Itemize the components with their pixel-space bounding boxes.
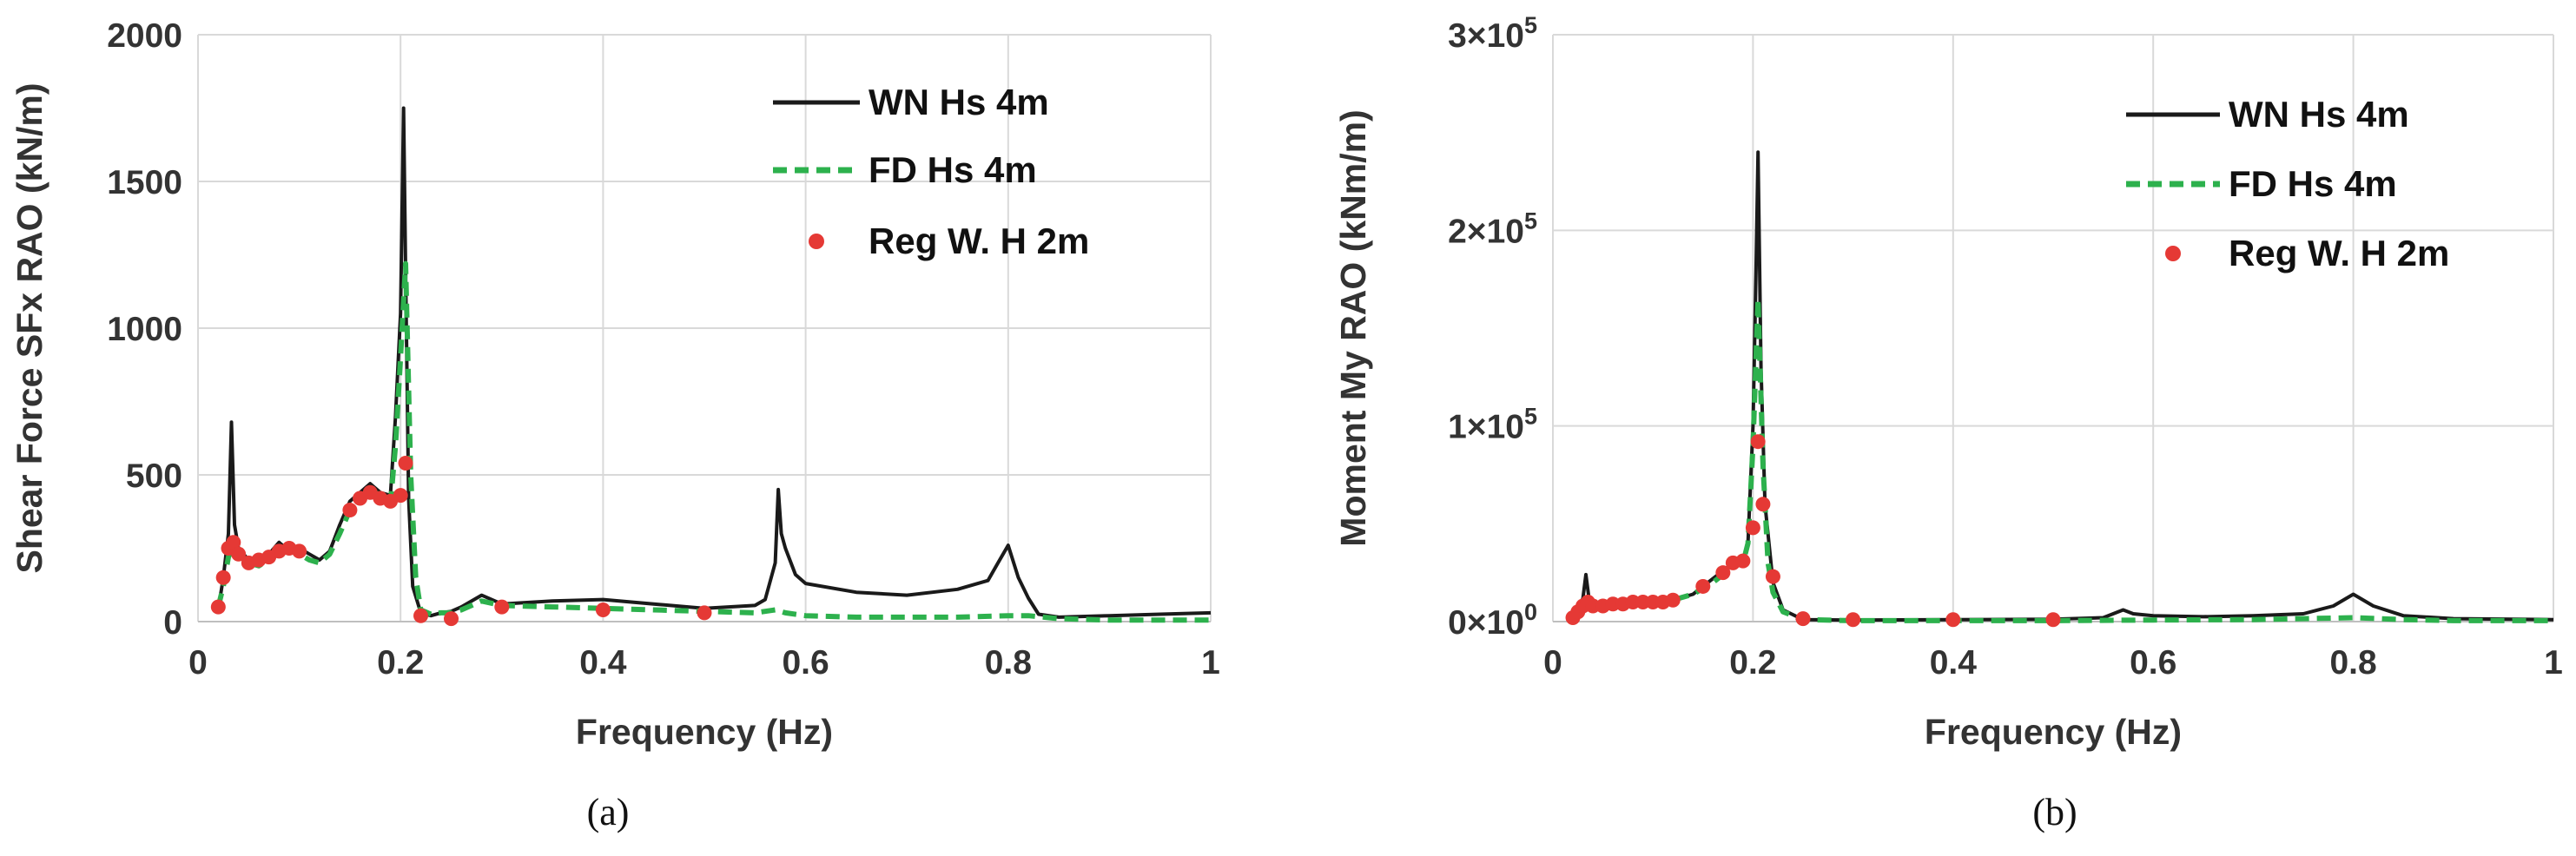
y-tick-label: 500 <box>126 458 182 495</box>
chart-caption: (b) <box>2032 791 2077 833</box>
y-axis-title: Shear Force SFx RAO (kN/m) <box>10 82 50 573</box>
x-tick-label: 0 <box>188 644 208 682</box>
reg-point <box>2045 612 2061 628</box>
y-tick-label: 1500 <box>107 164 182 201</box>
reg-point <box>1765 569 1780 584</box>
legend-marker-reg <box>809 234 824 249</box>
reg-point <box>1665 592 1681 608</box>
reg-point <box>231 546 247 562</box>
reg-point <box>393 488 408 504</box>
chart-caption: (a) <box>587 791 630 833</box>
x-tick-label: 0 <box>1543 644 1562 682</box>
y-tick-label: 2×105 <box>1448 207 1537 250</box>
chart-legend: WN Hs 4m FD Hs 4m Reg W. H 2m <box>2126 94 2449 273</box>
reg-point <box>210 599 226 615</box>
reg-point <box>1945 612 1961 628</box>
reg-point <box>226 535 241 550</box>
reg-point <box>1755 497 1771 512</box>
y-tick-label: 1000 <box>107 311 182 348</box>
reg-point <box>342 503 358 518</box>
reg-point <box>413 608 429 623</box>
y-axis-title: Moment My RAO (kNm/m) <box>1333 109 1373 546</box>
reg-point <box>697 605 712 621</box>
reg-point <box>1750 434 1766 450</box>
reg-point <box>494 599 510 615</box>
x-tick-label: 0.4 <box>579 644 627 682</box>
reg-point <box>1745 520 1760 536</box>
x-tick-label: 0.2 <box>377 644 424 682</box>
legend-label: Reg W. H 2m <box>2229 233 2449 273</box>
legend-marker-reg <box>2165 246 2181 261</box>
y-tick-label: 1×105 <box>1448 404 1537 446</box>
reg-point <box>1795 611 1811 627</box>
reg-point <box>1846 612 1861 628</box>
fd-series-line <box>215 260 1211 623</box>
chart-b: 0 0.2 0.4 0.6 0.8 1 0×100 1×105 2×105 3×105 Freque… <box>1333 12 2563 833</box>
x-tick-label: 0.6 <box>782 644 829 682</box>
wn-series-line <box>216 106 1212 619</box>
reg-point <box>398 455 413 471</box>
y-tick-label: 2000 <box>107 17 182 55</box>
x-tick-label: 0.2 <box>1729 644 1776 682</box>
x-tick-label: 0.8 <box>985 644 1032 682</box>
x-axis-title: Frequency (Hz) <box>576 712 833 752</box>
x-tick-label: 1 <box>2544 644 2563 682</box>
reg-point <box>444 611 459 627</box>
x-tick-label: 0.8 <box>2329 644 2376 682</box>
reg-point <box>1735 553 1751 569</box>
x-tick-label: 1 <box>1201 644 1220 682</box>
x-axis-title: Frequency (Hz) <box>1925 712 2182 752</box>
reg-point <box>595 602 611 617</box>
reg-point <box>1695 578 1711 594</box>
x-tick-label: 0.6 <box>2130 644 2176 682</box>
y-tick-label: 0 <box>163 604 182 642</box>
reg-point <box>1715 565 1731 581</box>
reg-point <box>292 543 307 559</box>
legend-label: FD Hs 4m <box>2229 163 2397 204</box>
chart-a: 0 0.2 0.4 0.6 0.8 1 0 500 1000 1500 2000 Frequency … <box>10 17 1220 833</box>
legend-label: Reg W. H 2m <box>869 221 1089 261</box>
reg-point <box>215 570 231 585</box>
legend-label: WN Hs 4m <box>869 82 1049 122</box>
y-tick-label: 0×100 <box>1448 599 1537 642</box>
x-tick-label: 0.4 <box>1930 644 1978 682</box>
legend-label: FD Hs 4m <box>869 149 1037 190</box>
y-tick-label: 3×105 <box>1448 12 1537 55</box>
legend-label: WN Hs 4m <box>2229 94 2409 135</box>
chart-legend: WN Hs 4m FD Hs 4m Reg W. H 2m <box>773 82 1089 261</box>
wn-series-line <box>1571 150 2554 622</box>
